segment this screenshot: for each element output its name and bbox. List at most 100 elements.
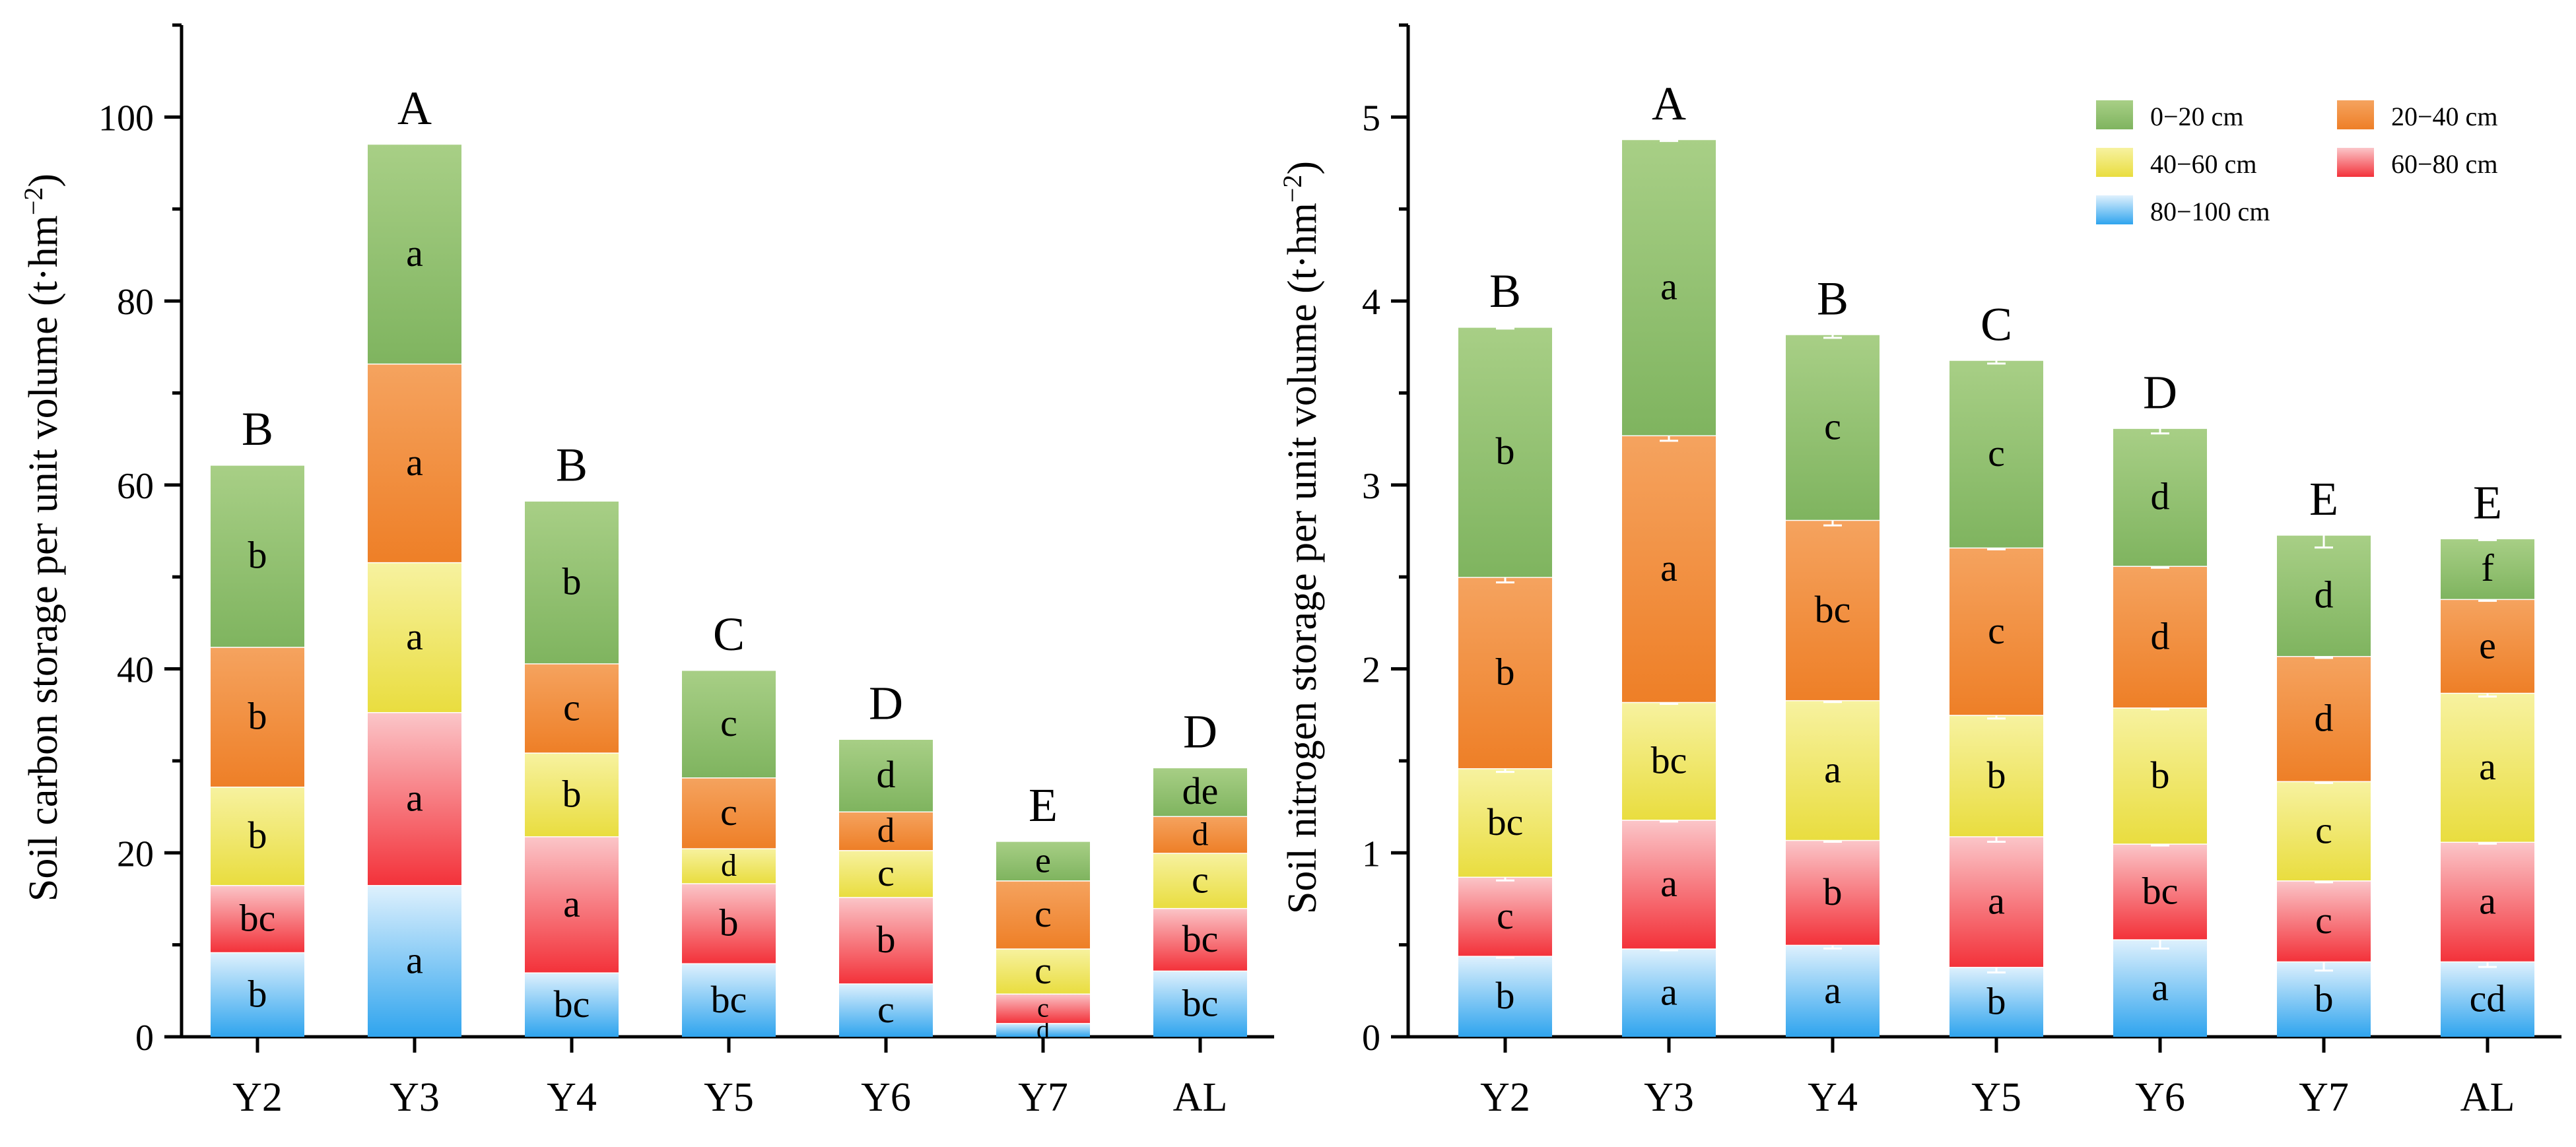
segment-significance-letter: b — [720, 901, 739, 944]
bar-segment — [2277, 656, 2371, 781]
bar-segment — [1949, 360, 2043, 548]
x-tick-label: Y4 — [547, 1075, 597, 1120]
segment-significance-letter: c — [1034, 949, 1052, 992]
x-tick-label: Y5 — [704, 1075, 754, 1120]
legend-swatch — [2337, 100, 2374, 129]
segment-significance-letter: e — [2479, 624, 2496, 667]
x-tick-label: Y7 — [1018, 1075, 1068, 1120]
bar-segment — [368, 885, 461, 1037]
total-significance-letter: C — [713, 608, 745, 661]
x-tick-label: Y2 — [232, 1075, 283, 1120]
x-tick-label: Y6 — [2135, 1075, 2185, 1120]
segment-significance-letter: a — [2479, 880, 2496, 923]
legend-label: 60−80 cm — [2391, 149, 2497, 179]
total-significance-letter: C — [1981, 298, 2012, 350]
y-tick-label: 1 — [1362, 834, 1380, 874]
bar-segment — [1622, 948, 1716, 1037]
bar-segment — [1622, 702, 1716, 820]
segment-significance-letter: bc — [2142, 869, 2179, 912]
segment-significance-letter: c — [1988, 609, 2005, 652]
x-tick-label: Y2 — [1480, 1075, 1530, 1120]
bar-segment — [368, 712, 461, 886]
total-significance-letter: A — [1652, 77, 1686, 130]
segment-significance-letter: b — [877, 918, 896, 961]
bar-segment — [525, 972, 619, 1037]
bar-segment — [525, 752, 619, 837]
bar-segment — [1153, 767, 1247, 816]
total-significance-letter: A — [397, 82, 432, 135]
segment-significance-letter: d — [2315, 574, 2334, 616]
segment-significance-letter: b — [248, 534, 267, 577]
bar-segment — [211, 952, 304, 1037]
bar-segment — [996, 880, 1090, 949]
segment-significance-letter: a — [1660, 265, 1678, 308]
segment-significance-letter: cd — [2470, 977, 2506, 1020]
segment-significance-letter: a — [2479, 745, 2496, 788]
segment-significance-letter: c — [877, 988, 895, 1031]
bar-segment — [996, 841, 1090, 881]
segment-significance-letter: bc — [240, 896, 276, 939]
total-significance-letter: D — [869, 676, 903, 729]
segment-significance-letter: c — [1037, 993, 1049, 1023]
segment-significance-letter: b — [248, 695, 267, 738]
segment-significance-letter: d — [2315, 696, 2334, 739]
legend-swatch — [2096, 195, 2133, 224]
bar-segment — [1622, 435, 1716, 702]
segment-significance-letter: bc — [1182, 981, 1219, 1024]
legend-label: 80−100 cm — [2150, 197, 2270, 226]
bar-segment — [2441, 841, 2534, 962]
segment-significance-letter: c — [1192, 859, 1209, 901]
nitrogen-storage-chart: 0 1 2 3 4 5 Soil nitrogen storage per unit vol… — [1277, 23, 2561, 1120]
bar-segment — [839, 811, 933, 851]
total-significance-letter: E — [2309, 473, 2338, 525]
segment-significance-letter: c — [1034, 892, 1052, 935]
y-axis-label: Soil carbon storage per unit volume (t·h… — [18, 174, 66, 901]
segment-significance-letter: bc — [554, 983, 590, 1026]
segment-significance-letter: d — [721, 848, 737, 883]
y-tick-label: 100 — [98, 98, 154, 139]
segment-significance-letter: bc — [1487, 801, 1524, 843]
bar-segment — [2113, 843, 2207, 940]
bar-segment — [2441, 538, 2534, 599]
legend-label: 20−40 cm — [2391, 102, 2497, 131]
segment-significance-letter: a — [1660, 971, 1678, 1014]
segment-significance-letter: d — [877, 812, 895, 850]
bar-segment — [368, 143, 461, 364]
carbon-storage-chart: 0 20 40 60 80 100 Soil carbon storage per unit… — [18, 23, 1274, 1120]
bar-segment — [1949, 547, 2043, 715]
bar-segment — [839, 983, 933, 1037]
bar-segment — [1949, 967, 2043, 1037]
bar-segment — [1949, 836, 2043, 967]
y-tick-label: 40 — [117, 650, 154, 691]
segment-significance-letter: b — [1987, 980, 2006, 1023]
bar-segment — [1786, 839, 1880, 945]
bar-segment — [2441, 692, 2534, 842]
y-tick-label: 80 — [117, 282, 154, 323]
bar-segment — [1153, 853, 1247, 908]
bar-segment — [2441, 599, 2534, 693]
bar-segment — [1786, 700, 1880, 840]
x-tick-label: Y3 — [1644, 1075, 1694, 1120]
bar-segment — [1458, 327, 1552, 577]
bar-segment — [525, 663, 619, 753]
x-tick-label: Y3 — [390, 1075, 440, 1120]
segment-significance-letter: c — [1988, 432, 2005, 475]
bar-segment — [1786, 519, 1880, 700]
bar-segment — [2441, 961, 2534, 1037]
bar-segment — [1458, 768, 1552, 877]
y-tick-label: 4 — [1362, 282, 1380, 323]
y-tick-label: 60 — [117, 466, 154, 507]
segment-significance-letter: a — [406, 777, 423, 820]
segment-significance-letter: a — [1988, 880, 2005, 923]
segment-significance-letter: c — [2315, 899, 2332, 942]
bar-segment — [682, 669, 776, 777]
segment-significance-letter: bc — [711, 978, 747, 1021]
bar-segment — [682, 963, 776, 1037]
legend-swatch — [2096, 148, 2133, 177]
segment-significance-letter: f — [2481, 546, 2494, 589]
segment-significance-letter: c — [720, 791, 737, 834]
segment-significance-letter: c — [1497, 894, 1514, 937]
y-tick-label: 3 — [1362, 466, 1380, 507]
